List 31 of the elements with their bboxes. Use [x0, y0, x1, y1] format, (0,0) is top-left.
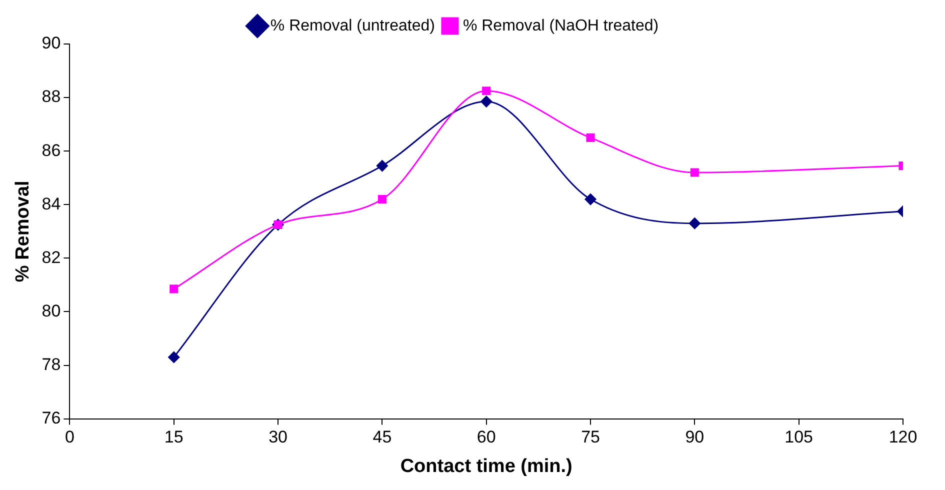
y-tick-label: 88 — [42, 87, 61, 106]
y-tick-label: 90 — [42, 34, 61, 53]
point — [480, 96, 492, 108]
x-tick-label: 60 — [476, 428, 496, 447]
y-axis-title: % Removal — [12, 180, 34, 282]
point — [688, 218, 700, 230]
point — [170, 284, 178, 294]
y-tick-label: 82 — [42, 248, 61, 267]
x-tick-label: 15 — [164, 428, 184, 447]
point — [378, 194, 386, 204]
y-tick-label: 78 — [42, 354, 61, 374]
x-axis-title: Contact time (min.) — [400, 456, 572, 477]
point — [586, 133, 595, 142]
x-tick-label: 45 — [372, 428, 392, 447]
x-tick-label: 0 — [64, 428, 74, 447]
legend-label: % Removal (untreated) — [270, 17, 435, 34]
legend-label: % Removal (NaOH treated) — [462, 17, 659, 34]
point — [168, 351, 180, 363]
x-tick-label: 105 — [784, 428, 814, 447]
point — [584, 194, 596, 206]
y-tick-label: 86 — [42, 140, 61, 160]
point — [482, 86, 491, 96]
point — [690, 168, 699, 177]
y-tick-label: 76 — [42, 408, 61, 428]
x-tick-label: 90 — [685, 428, 704, 447]
point — [376, 160, 388, 172]
x-tick-label: 75 — [581, 428, 600, 447]
x-tick-label: 120 — [888, 428, 918, 447]
y-tick-label: 80 — [42, 301, 61, 320]
x-tick-label: 30 — [268, 428, 288, 447]
y-tick-label: 84 — [42, 194, 61, 214]
